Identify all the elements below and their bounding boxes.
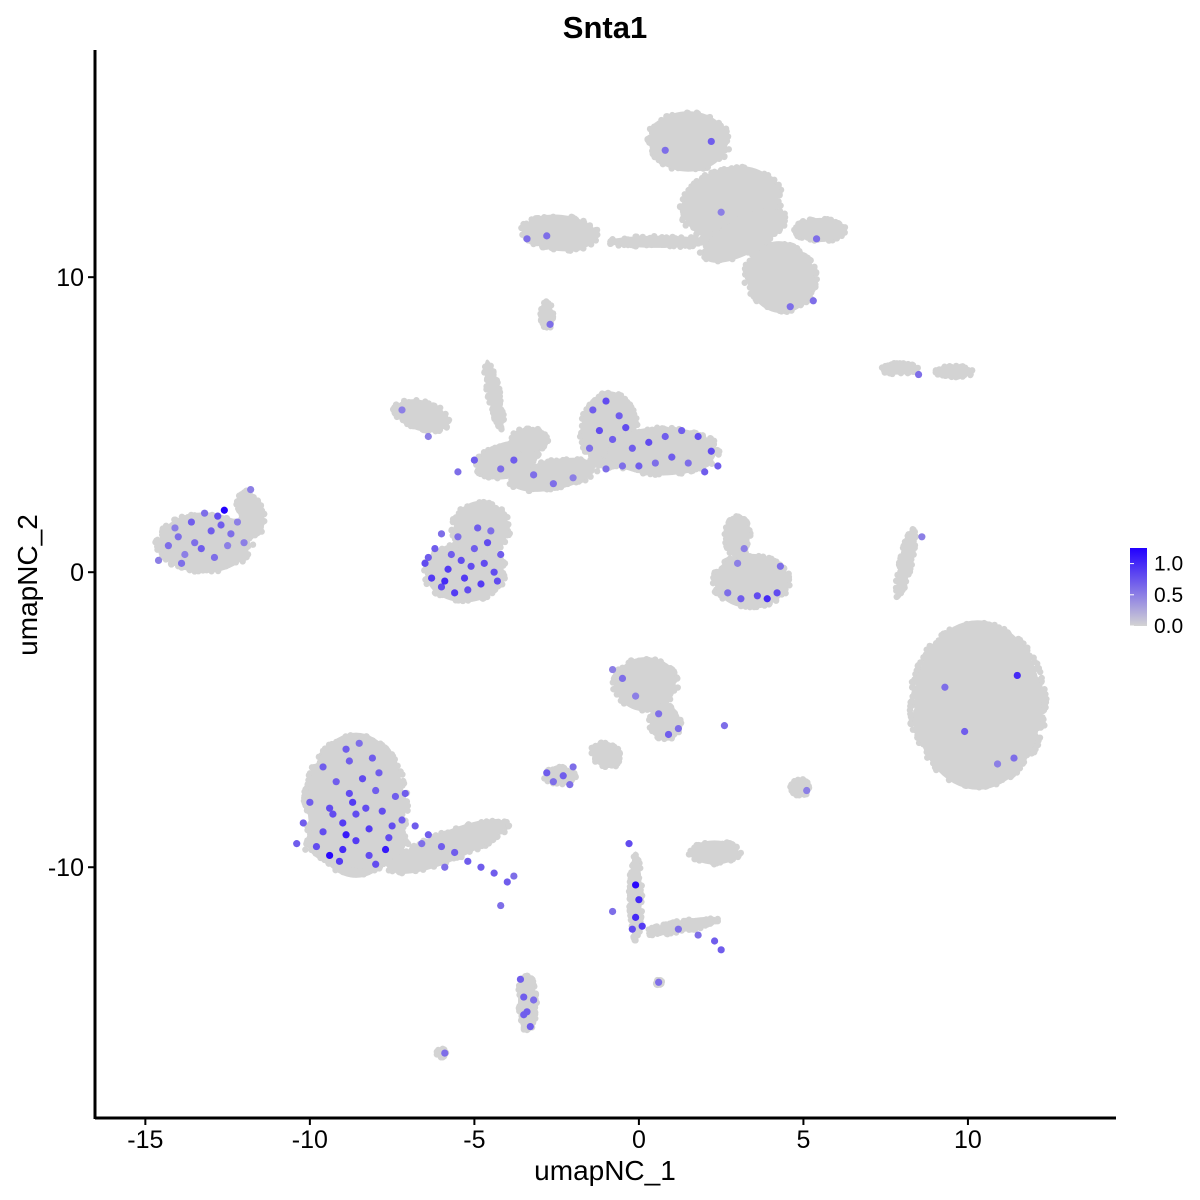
background-cell-cluster [607,235,711,248]
background-cell-point [594,468,601,475]
background-cell-point [716,448,723,455]
background-cell-cluster [714,553,788,609]
chart-title: Snta1 [563,10,647,45]
background-cell-point [599,448,607,456]
background-cell-point [741,279,748,286]
background-cell-point [249,541,257,548]
background-cell-cluster [648,111,728,172]
background-cell-cluster [237,489,265,537]
background-cell-point [501,560,509,567]
background-cell-cluster [512,427,549,452]
background-cell-point [777,202,784,209]
background-cell-cluster [159,512,250,573]
background-cells [152,109,1050,1061]
background-cell-point [676,203,684,210]
